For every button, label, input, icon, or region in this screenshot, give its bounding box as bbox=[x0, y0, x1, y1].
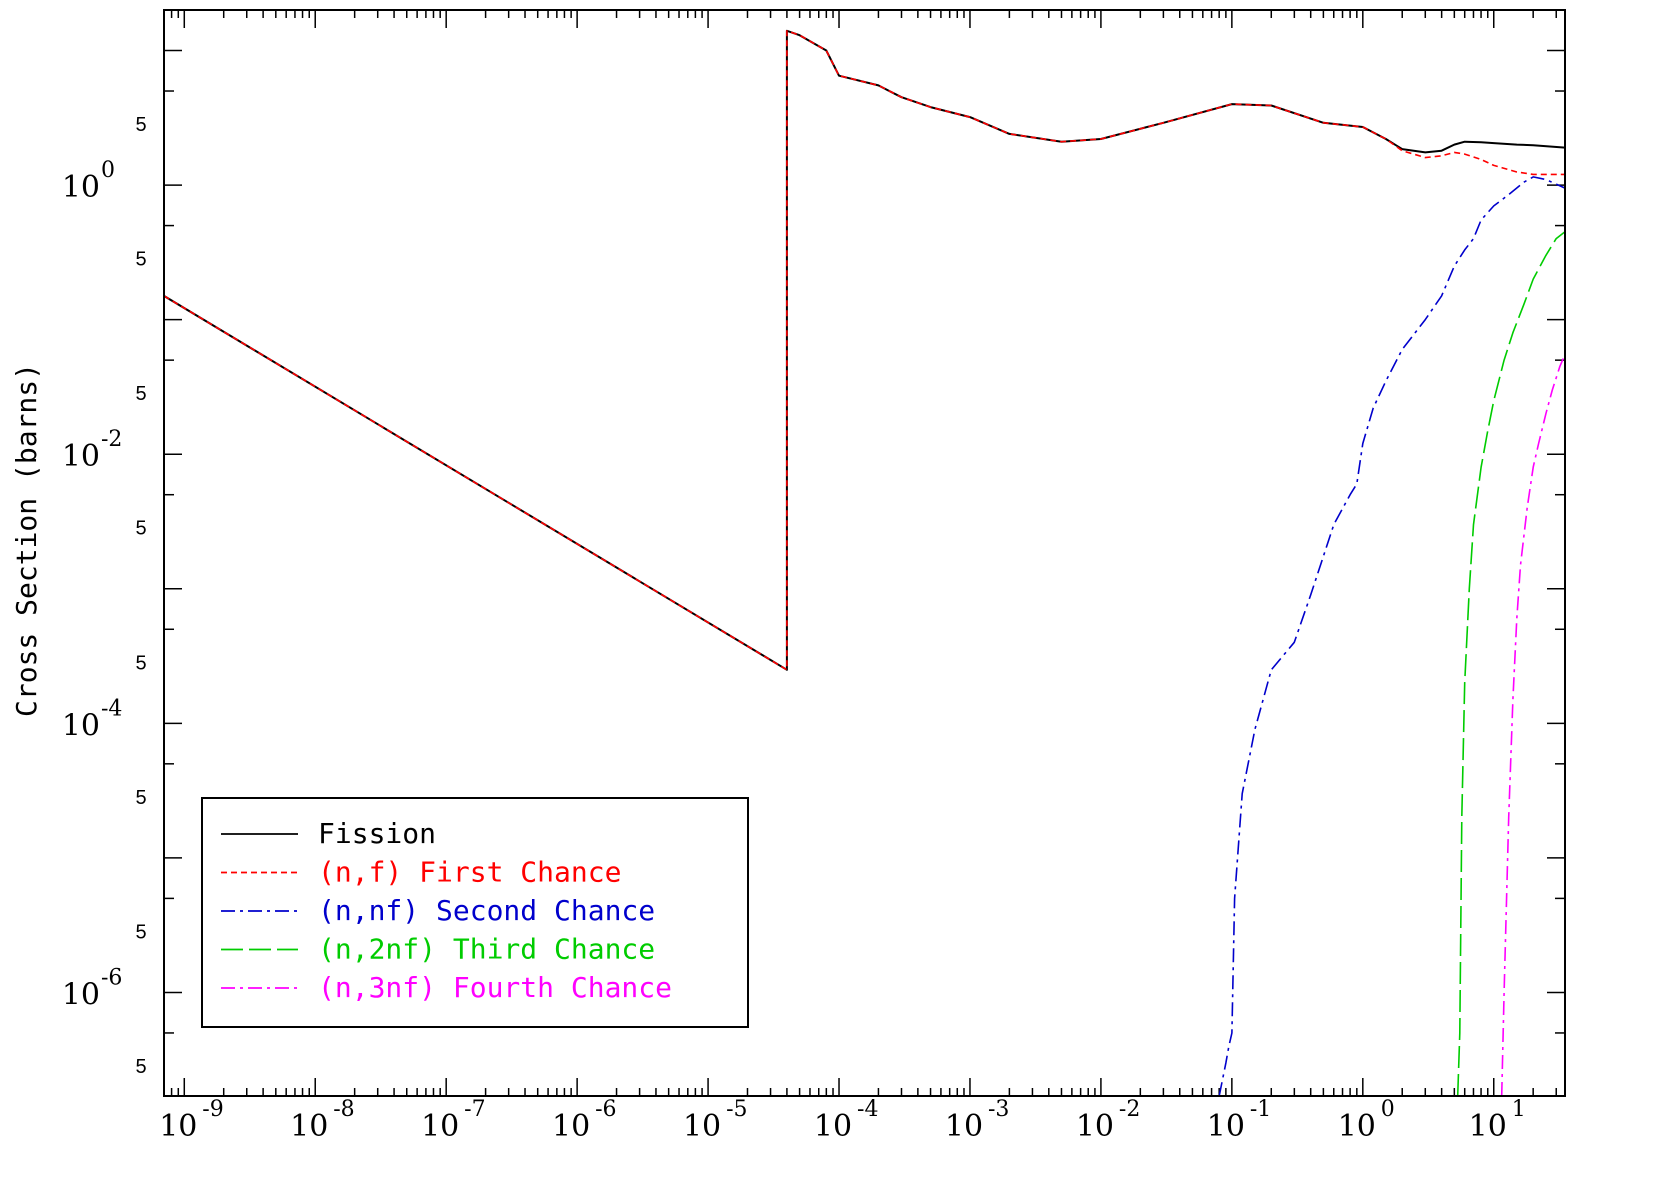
legend-entry: (n,f) First Chance bbox=[221, 856, 621, 889]
x-tick-exponent: -2 bbox=[1119, 1097, 1140, 1122]
y-tick-exponent: 0 bbox=[101, 158, 115, 183]
series-line-2 bbox=[1218, 176, 1565, 1096]
x-tick-label: 10 -2 bbox=[1076, 1097, 1141, 1144]
series-line-1 bbox=[164, 29, 1565, 671]
x-tick-label: 10 -4 bbox=[814, 1097, 879, 1144]
y-tick-label: 10 -2 bbox=[62, 427, 123, 474]
y-tick-exponent: -4 bbox=[101, 696, 122, 721]
y-minor-tick-label: 5 bbox=[135, 787, 146, 809]
legend-label: (n,nf) Second Chance bbox=[318, 894, 655, 927]
y-minor-tick-label: 5 bbox=[135, 652, 146, 674]
y-minor-tick-label: 5 bbox=[135, 383, 146, 405]
legend-box bbox=[201, 797, 749, 1028]
x-tick-label: 10 -5 bbox=[683, 1097, 748, 1144]
series-layer bbox=[164, 29, 1565, 1096]
y-minor-tick-label: 5 bbox=[135, 114, 146, 136]
x-tick-exponent: -7 bbox=[464, 1097, 485, 1122]
y-axis-title: Cross Section (barns) bbox=[10, 363, 43, 717]
x-tick-base: 10 bbox=[1469, 1109, 1507, 1144]
x-tick-exponent: -9 bbox=[202, 1097, 223, 1122]
y-minor-tick-label: 5 bbox=[135, 921, 146, 943]
legend-entry: (n,3nf) Fourth Chance bbox=[221, 971, 672, 1004]
x-tick-label: 10 -7 bbox=[421, 1097, 486, 1144]
legend-label: Fission bbox=[318, 817, 436, 850]
x-tick-exponent: 0 bbox=[1381, 1097, 1395, 1122]
x-tick-base: 10 bbox=[552, 1109, 590, 1144]
x-tick-label: 10 -8 bbox=[290, 1097, 355, 1144]
x-tick-label: 10 1 bbox=[1469, 1097, 1526, 1144]
series-line-3 bbox=[1456, 231, 1565, 1096]
legend: Fission (n,f) First Chance (n,nf) Second C… bbox=[201, 797, 749, 1028]
x-tick-exponent: -4 bbox=[857, 1097, 878, 1122]
x-tick-base: 10 bbox=[683, 1109, 721, 1144]
axis-ticks bbox=[163, 10, 1565, 1096]
y-tick-base: 10 bbox=[62, 170, 100, 205]
x-tick-exponent: 1 bbox=[1512, 1097, 1526, 1122]
x-tick-label: 10 -3 bbox=[945, 1097, 1010, 1144]
legend-entry: (n,nf) Second Chance bbox=[221, 894, 655, 927]
x-tick-base: 10 bbox=[1076, 1109, 1114, 1144]
x-tick-label: 10 -6 bbox=[552, 1097, 617, 1144]
x-tick-base: 10 bbox=[1207, 1109, 1245, 1144]
legend-label: (n,f) First Chance bbox=[318, 856, 621, 889]
x-tick-base: 10 bbox=[159, 1109, 197, 1144]
x-tick-labels: 10 -9 10 -8 10 -7 10 -6 10 -5 10 -4 10 -3 10 -2 10 -1 10 0 1… bbox=[159, 1097, 1526, 1144]
legend-entry: (n,2nf) Third Chance bbox=[221, 933, 655, 966]
y-tick-label: 10 0 bbox=[62, 158, 115, 205]
x-tick-base: 10 bbox=[814, 1109, 852, 1144]
x-tick-label: 10 0 bbox=[1338, 1097, 1395, 1144]
x-tick-base: 10 bbox=[290, 1109, 328, 1144]
series-line-4 bbox=[1500, 354, 1565, 1096]
plot-frame bbox=[163, 9, 1566, 1097]
y-tick-base: 10 bbox=[62, 439, 100, 474]
x-tick-exponent: -6 bbox=[595, 1097, 616, 1122]
y-minor-tick-label: 5 bbox=[135, 1056, 146, 1078]
series-line-0 bbox=[164, 29, 1565, 671]
legend-entries: Fission (n,f) First Chance (n,nf) Second C… bbox=[221, 817, 672, 1004]
y-tick-base: 10 bbox=[62, 977, 100, 1012]
legend-entry: Fission bbox=[221, 817, 436, 850]
x-tick-label: 10 -1 bbox=[1207, 1097, 1272, 1144]
x-tick-exponent: -1 bbox=[1250, 1097, 1271, 1122]
x-tick-exponent: -8 bbox=[333, 1097, 354, 1122]
y-minor-tick-label: 5 bbox=[135, 249, 146, 271]
x-tick-exponent: -3 bbox=[988, 1097, 1009, 1122]
y-tick-exponent: -6 bbox=[101, 965, 122, 990]
x-tick-base: 10 bbox=[945, 1109, 983, 1144]
y-tick-label: 10 -4 bbox=[62, 696, 123, 743]
y-tick-exponent: -2 bbox=[101, 427, 122, 452]
y-tick-label: 10 -6 bbox=[62, 965, 123, 1012]
y-minor-tick-label: 5 bbox=[135, 518, 146, 540]
x-tick-label: 10 -9 bbox=[159, 1097, 224, 1144]
x-tick-base: 10 bbox=[421, 1109, 459, 1144]
x-tick-base: 10 bbox=[1338, 1109, 1376, 1144]
y-tick-base: 10 bbox=[62, 708, 100, 743]
legend-label: (n,2nf) Third Chance bbox=[318, 933, 655, 966]
x-tick-exponent: -5 bbox=[726, 1097, 747, 1122]
legend-label: (n,3nf) Fourth Chance bbox=[318, 971, 672, 1004]
